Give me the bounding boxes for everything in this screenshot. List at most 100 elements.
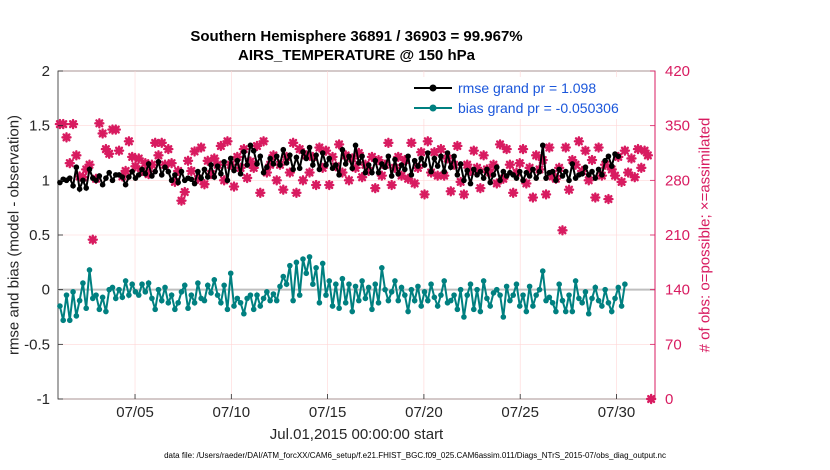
bias-point xyxy=(402,292,408,298)
obs-point xyxy=(573,136,585,147)
bias-point xyxy=(277,283,283,290)
obs-point xyxy=(458,189,470,200)
obs-point xyxy=(255,187,266,199)
bias-point xyxy=(195,280,201,286)
obs-point xyxy=(156,137,167,149)
obs-point xyxy=(557,225,568,236)
obs-point xyxy=(314,142,325,153)
obs-point xyxy=(527,192,539,203)
rmse-point xyxy=(362,169,369,176)
obs-point xyxy=(419,189,430,200)
rmse-point xyxy=(470,166,477,173)
rmse-point xyxy=(214,163,221,169)
legend-rmse-marker xyxy=(429,84,437,92)
rmse-point xyxy=(319,150,326,156)
rmse-point xyxy=(339,146,346,153)
obs-point xyxy=(409,178,420,189)
rmse-point xyxy=(336,172,342,178)
rmse-point xyxy=(599,172,605,178)
rmse-point xyxy=(493,164,500,171)
chart-title-line-2: AIRS_TEMPERATURE @ 150 hPa xyxy=(238,47,475,64)
obs-point xyxy=(544,142,555,153)
rmse-point xyxy=(149,173,155,179)
y-left-tick-label: 2 xyxy=(42,63,50,80)
rmse-point xyxy=(592,175,599,181)
y-right-tick-label: 0 xyxy=(665,391,673,408)
legend: rmse grand pr = 1.098 bias grand pr = -0… xyxy=(410,77,653,119)
bias-point xyxy=(93,292,99,298)
bias-point xyxy=(267,297,273,304)
obs-point xyxy=(517,143,529,155)
bias-point xyxy=(103,308,109,315)
obs-point xyxy=(97,128,108,139)
obs-point xyxy=(560,142,571,153)
bias-point xyxy=(162,284,168,291)
bias-point xyxy=(181,282,188,289)
rmse-point xyxy=(595,166,602,173)
rmse-point xyxy=(372,157,379,164)
bias-point xyxy=(372,281,379,288)
obs-point xyxy=(182,155,194,167)
rmse-point xyxy=(602,157,608,164)
rmse-point xyxy=(356,160,362,166)
bias-point xyxy=(155,286,162,293)
rmse-point xyxy=(447,164,454,171)
bias-point xyxy=(556,281,562,288)
rmse-point xyxy=(191,180,198,187)
bias-point xyxy=(461,314,467,320)
obs-point xyxy=(435,143,447,155)
rmse-point xyxy=(300,149,306,155)
bias-point xyxy=(415,283,421,290)
rmse-point xyxy=(290,166,296,173)
bias-point xyxy=(122,278,129,284)
obs-point xyxy=(324,179,335,191)
bias-point xyxy=(500,314,507,320)
bias-point xyxy=(296,292,303,298)
obs-point xyxy=(64,157,75,169)
bias-point xyxy=(549,299,556,306)
bias-point xyxy=(149,295,155,302)
obs-point xyxy=(199,179,210,190)
rmse-point xyxy=(405,153,411,160)
bias-point xyxy=(428,281,434,288)
rmse-point xyxy=(454,172,461,178)
bias-point xyxy=(231,303,237,309)
bias-point xyxy=(359,278,365,284)
obs-point xyxy=(383,137,394,149)
bias-point xyxy=(612,295,618,302)
rmse-point xyxy=(126,174,132,180)
bias-point xyxy=(264,289,270,295)
bias-point xyxy=(470,306,477,313)
bias-point xyxy=(454,306,461,313)
bias-point xyxy=(618,303,625,309)
bias-point xyxy=(352,283,359,290)
bias-point xyxy=(237,299,244,306)
rmse-point xyxy=(267,155,273,162)
bias-point xyxy=(214,292,221,298)
rmse-point xyxy=(175,179,181,186)
obs-point xyxy=(304,167,315,178)
rmse-point xyxy=(513,175,520,181)
bias-point xyxy=(395,297,402,304)
bias-point xyxy=(562,308,569,315)
bias-point xyxy=(221,282,227,289)
bias-point xyxy=(283,281,290,288)
bias-point xyxy=(582,289,589,295)
x-axis: 07/05 07/10 07/15 07/20 07/25 07/30 xyxy=(116,394,635,421)
bias-point xyxy=(57,303,63,309)
y-left-tick-label: 0.5 xyxy=(29,227,50,244)
obs-point xyxy=(333,139,345,150)
obs-point xyxy=(126,151,138,163)
bias-point xyxy=(70,289,76,295)
rmse-point xyxy=(530,166,536,173)
rmse-point xyxy=(277,162,283,168)
rmse-point xyxy=(526,173,533,179)
bias-point xyxy=(539,268,546,274)
rmse-point xyxy=(70,183,76,189)
rmse-point xyxy=(369,169,375,176)
bias-point xyxy=(257,303,264,309)
bias-point xyxy=(585,310,592,317)
obs-point xyxy=(163,143,174,155)
bias-point xyxy=(175,299,181,306)
chart-title-line-1: Southern Hemisphere 36891 / 36903 = 99.9… xyxy=(190,28,523,45)
